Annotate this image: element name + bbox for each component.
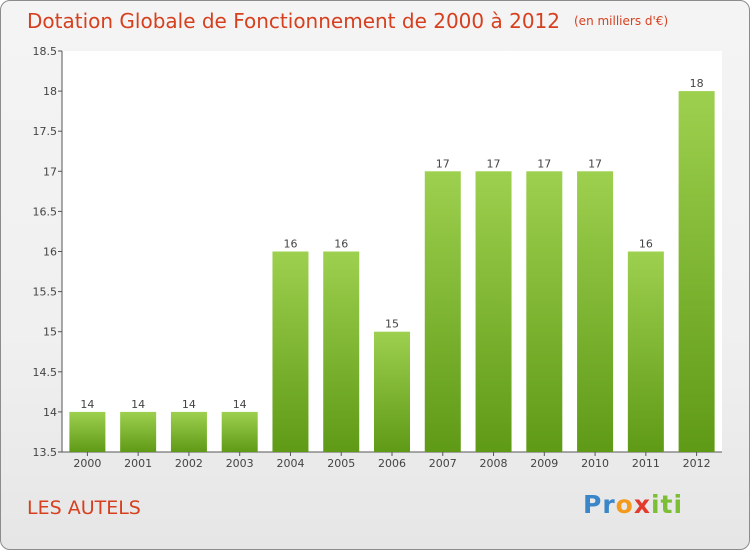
bar-2012 bbox=[678, 91, 715, 452]
chart-title: Dotation Globale de Fonctionnement de 20… bbox=[27, 9, 668, 33]
data-label: 14 bbox=[233, 398, 247, 411]
x-tick-label: 2011 bbox=[632, 457, 660, 470]
data-label: 16 bbox=[334, 238, 348, 251]
bar-2003 bbox=[221, 411, 258, 452]
y-tick-label: 17 bbox=[43, 165, 57, 178]
y-tick-label: 18.5 bbox=[33, 45, 58, 58]
bar-2005 bbox=[323, 251, 360, 452]
data-label: 14 bbox=[80, 398, 94, 411]
data-label: 17 bbox=[537, 157, 551, 170]
x-tick-label: 2002 bbox=[175, 457, 203, 470]
chart-title-text: Dotation Globale de Fonctionnement de 20… bbox=[27, 9, 560, 33]
chart-subtitle: (en milliers d'€) bbox=[574, 14, 669, 28]
data-label: 16 bbox=[639, 238, 653, 251]
x-tick-label: 2005 bbox=[327, 457, 355, 470]
y-tick-label: 13.5 bbox=[33, 446, 58, 459]
data-label: 17 bbox=[436, 157, 450, 170]
x-tick-label: 2003 bbox=[226, 457, 254, 470]
data-label: 18 bbox=[690, 77, 704, 90]
bar-2010 bbox=[577, 171, 614, 453]
proxiti-logo: Proxiti bbox=[583, 490, 683, 519]
x-tick-label: 2000 bbox=[73, 457, 101, 470]
x-tick-label: 2008 bbox=[480, 457, 508, 470]
logo-part-4: iti bbox=[650, 490, 684, 519]
data-label: 15 bbox=[385, 318, 399, 331]
y-tick-label: 14 bbox=[43, 406, 57, 419]
x-tick-label: 2010 bbox=[581, 457, 609, 470]
bar-2006 bbox=[374, 331, 410, 452]
y-tick-label: 16.5 bbox=[33, 205, 58, 218]
x-tick-label: 2009 bbox=[530, 457, 558, 470]
data-label: 14 bbox=[131, 398, 145, 411]
bar-2007 bbox=[424, 171, 461, 453]
bar-2000 bbox=[69, 411, 106, 452]
bar-2004 bbox=[272, 251, 309, 452]
y-tick-label: 18 bbox=[43, 85, 57, 98]
x-tick-label: 2012 bbox=[683, 457, 711, 470]
bar-2011 bbox=[627, 251, 664, 452]
data-label: 16 bbox=[283, 238, 297, 251]
x-tick-label: 2007 bbox=[429, 457, 457, 470]
x-tick-label: 2004 bbox=[276, 457, 304, 470]
y-tick-label: 16 bbox=[43, 246, 57, 259]
y-tick-label: 15.5 bbox=[33, 286, 58, 299]
bar-2009 bbox=[526, 171, 563, 453]
bar-2008 bbox=[475, 171, 512, 453]
logo-part-3: x bbox=[633, 490, 651, 519]
x-tick-label: 2001 bbox=[124, 457, 152, 470]
bar-2002 bbox=[170, 411, 207, 452]
data-label: 17 bbox=[487, 157, 501, 170]
logo-part-1: Pr bbox=[583, 490, 616, 519]
logo-part-2: o bbox=[615, 490, 634, 519]
bar-2001 bbox=[120, 411, 157, 452]
data-label: 17 bbox=[588, 157, 602, 170]
x-tick-label: 2006 bbox=[378, 457, 406, 470]
y-tick-label: 15 bbox=[43, 326, 57, 339]
data-label: 14 bbox=[182, 398, 196, 411]
y-tick-label: 17.5 bbox=[33, 125, 58, 138]
y-tick-label: 14.5 bbox=[33, 366, 58, 379]
commune-name: LES AUTELS bbox=[27, 497, 141, 519]
